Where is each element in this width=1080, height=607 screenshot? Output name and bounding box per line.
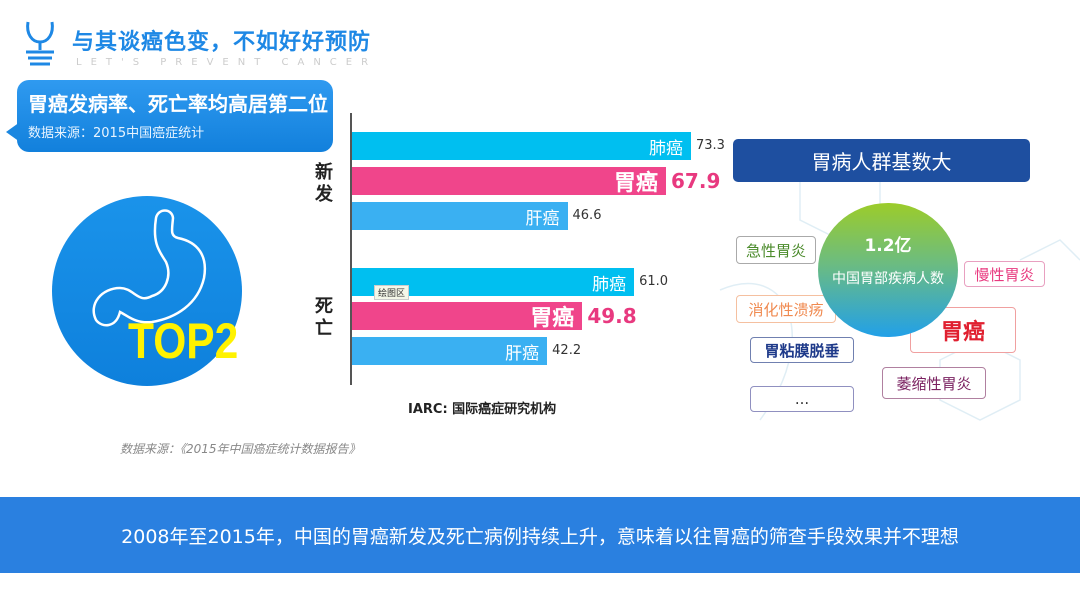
tag-more: ... xyxy=(750,386,854,412)
patient-count: 1.2亿 xyxy=(864,236,912,256)
footnote-source: 数据来源：《2015年中国癌症统计数据报告》 xyxy=(120,442,361,456)
callout-pointer xyxy=(6,122,20,142)
tag-acute-gastritis: 急性胃炎 xyxy=(736,236,816,264)
callout-box xyxy=(17,80,333,152)
patient-count-circle: 1.2亿 中国胃部疾病人数 xyxy=(818,203,958,337)
page-subtitle: LET'S PREVENT CANCER xyxy=(76,57,378,68)
chart-caption: IARC: 国际癌症研究机构 xyxy=(408,402,557,417)
bar-value-label: 42.2 xyxy=(552,343,582,358)
bar-new-0: 肺癌 xyxy=(352,132,691,160)
plot-area-tooltip: 绘图区 xyxy=(374,285,410,300)
summary-banner: 2008年至2015年，中国的胃癌新发及死亡病例持续上升，意味着以往胃癌的筛查手… xyxy=(0,497,1080,573)
right-heading: 胃病人群基数大 xyxy=(733,139,1030,182)
bar-value-label: 73.3 xyxy=(696,138,725,153)
tag-peptic-ulcer: 消化性溃疡 xyxy=(736,295,836,323)
bar-death-2: 肝癌 xyxy=(352,337,548,365)
group-label-new: 新发 xyxy=(315,162,333,205)
bar-death-0: 肺癌 xyxy=(352,268,635,296)
stomach-icon xyxy=(92,209,207,327)
tag-mucosal-prolapse: 胃粘膜脱垂 xyxy=(750,337,854,363)
tag-chronic-gastritis: 慢性胃炎 xyxy=(964,261,1045,287)
callout-source: 数据来源：2015中国癌症统计 xyxy=(28,126,205,141)
tag-atrophic-gastritis: 萎缩性胃炎 xyxy=(882,367,986,399)
bar-new-2: 肝癌 xyxy=(352,202,568,230)
page-title: 与其谈癌色变，不如好好预防 xyxy=(72,30,372,55)
bar-value-label: 49.8 xyxy=(587,304,637,328)
callout-heading: 胃癌发病率、死亡率均高居第二位 xyxy=(28,92,328,116)
bar-value-label: 67.9 xyxy=(671,169,721,193)
group-label-death: 死亡 xyxy=(315,296,333,339)
bar-value-label: 61.0 xyxy=(639,274,669,289)
top2-text: TOP2 xyxy=(128,313,239,369)
chart-axis xyxy=(350,113,352,385)
bar-value-label: 46.6 xyxy=(572,208,602,223)
bar-death-1: 胃癌 xyxy=(352,302,583,331)
tag-gastric-cancer: 胃癌 xyxy=(910,307,1016,353)
stethoscope-icon xyxy=(26,21,54,66)
bar-new-1: 胃癌 xyxy=(352,167,667,196)
top2-badge xyxy=(52,196,242,386)
patient-count-label: 中国胃部疾病人数 xyxy=(832,271,944,287)
